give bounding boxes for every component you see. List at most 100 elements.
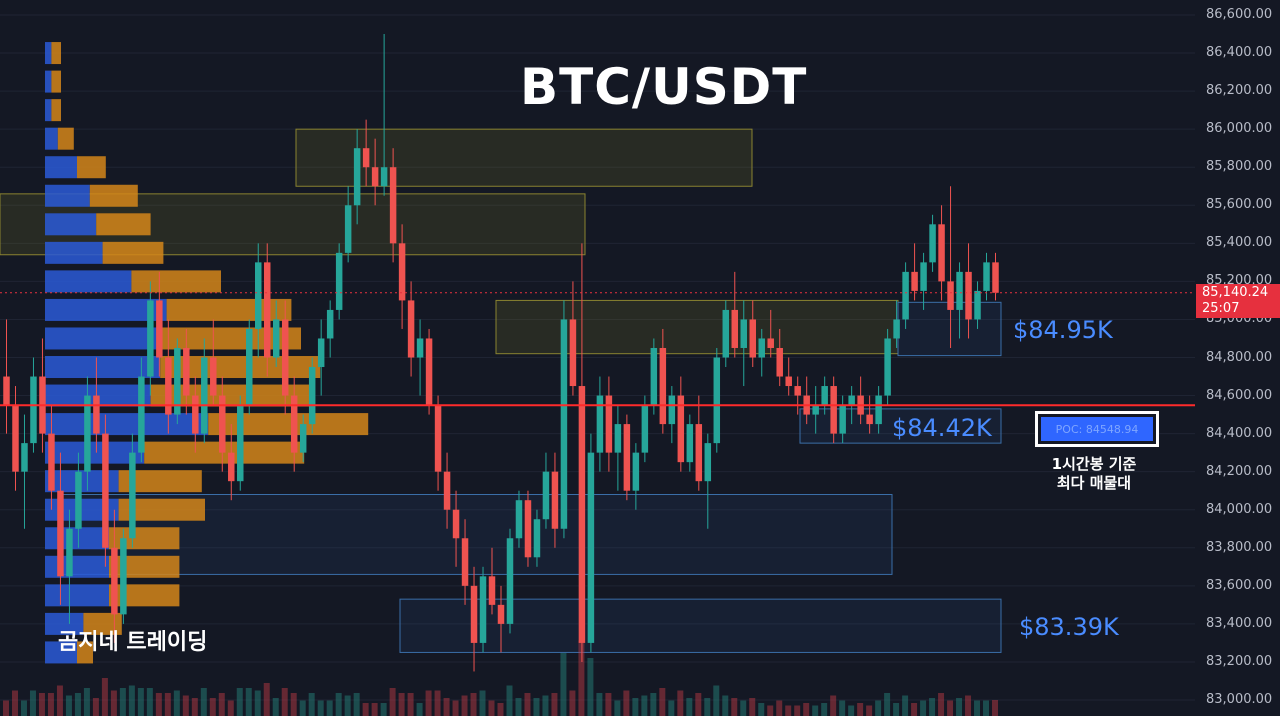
y-tick-label: 84,400.00 bbox=[1206, 425, 1273, 441]
volume-bar bbox=[245, 688, 252, 716]
candle-body bbox=[48, 433, 55, 491]
volume-profile-sell bbox=[51, 99, 61, 122]
volume-profile-buy bbox=[45, 327, 157, 350]
volume-bar bbox=[524, 693, 531, 716]
volume-profile-sell bbox=[208, 413, 369, 436]
volume-bar bbox=[362, 703, 369, 716]
volume-bar bbox=[542, 695, 549, 716]
candle-body bbox=[335, 252, 343, 310]
candle-body bbox=[416, 338, 424, 358]
volume-bar bbox=[659, 688, 666, 716]
volume-bar bbox=[776, 700, 783, 716]
volume-bar bbox=[605, 693, 612, 716]
candle-body bbox=[389, 167, 397, 244]
volume-bar bbox=[911, 703, 918, 716]
volume-profile-buy bbox=[45, 270, 132, 293]
volume-bar bbox=[929, 698, 936, 716]
volume-bar bbox=[200, 688, 207, 716]
candle-body bbox=[731, 309, 739, 348]
y-tick-label: 86,400.00 bbox=[1206, 45, 1273, 61]
volume-bar bbox=[461, 695, 468, 716]
volume-bar bbox=[11, 690, 18, 716]
volume-bar bbox=[587, 658, 594, 716]
volume-profile-sell bbox=[57, 127, 74, 150]
candle-body bbox=[758, 338, 765, 358]
volume-bar bbox=[488, 700, 495, 716]
candle-body bbox=[677, 395, 685, 463]
candle-body bbox=[875, 395, 882, 425]
volume-bar bbox=[533, 698, 540, 716]
volume-profile-sell bbox=[102, 241, 164, 264]
volume-profile-buy bbox=[45, 156, 77, 179]
brand-watermark: 곰지네 트레이딩 bbox=[58, 630, 208, 655]
candle-body bbox=[983, 262, 990, 291]
candle-body bbox=[57, 490, 64, 577]
y-tick-label: 85,800.00 bbox=[1206, 159, 1273, 175]
volume-bar bbox=[632, 698, 639, 716]
candle-body bbox=[965, 271, 972, 320]
poc-label: POC: 84548.94 bbox=[1041, 417, 1153, 441]
candle-body bbox=[569, 319, 577, 387]
volume-bar bbox=[614, 700, 621, 716]
volume-bar bbox=[182, 695, 189, 716]
candle-body bbox=[75, 471, 82, 529]
chart-title: BTC/USDT bbox=[520, 58, 808, 116]
candle-body bbox=[974, 290, 981, 320]
current-price-tag: 85,140.24 25:07 bbox=[1196, 284, 1280, 318]
candle-body bbox=[434, 405, 442, 472]
y-tick-label: 85,600.00 bbox=[1206, 197, 1273, 213]
volume-profile-buy bbox=[45, 641, 77, 664]
volume-profile-sell bbox=[150, 384, 311, 407]
volume-bar bbox=[569, 690, 576, 716]
candle-body bbox=[21, 443, 28, 472]
volume-bar bbox=[479, 690, 486, 716]
level-label: $83.39K bbox=[1019, 613, 1119, 641]
candle-body bbox=[156, 300, 163, 358]
volume-bar bbox=[686, 698, 693, 716]
volume-bar bbox=[884, 693, 891, 716]
candle-body bbox=[524, 500, 532, 558]
volume-bar bbox=[650, 693, 657, 716]
candle-body bbox=[425, 338, 433, 406]
volume-bar bbox=[290, 693, 297, 716]
candle-body bbox=[911, 271, 918, 291]
candle-body bbox=[551, 471, 559, 529]
volume-bar bbox=[956, 698, 963, 716]
volume-profile-buy bbox=[45, 213, 97, 236]
y-tick-label: 83,200.00 bbox=[1206, 653, 1273, 669]
volume-profile-sell bbox=[89, 184, 138, 207]
volume-bar bbox=[56, 685, 63, 716]
candle-body bbox=[452, 509, 460, 539]
y-tick-label: 84,000.00 bbox=[1206, 501, 1273, 517]
candle-body bbox=[893, 319, 900, 339]
candle-body bbox=[542, 471, 550, 520]
candle-body bbox=[66, 528, 73, 577]
volume-profile-buy bbox=[45, 470, 119, 493]
candle-body bbox=[632, 452, 640, 491]
volume-bar bbox=[281, 688, 288, 716]
poc-marker: POC: 84548.94 bbox=[1035, 411, 1159, 447]
volume-profile-buy bbox=[45, 298, 167, 321]
volume-profile-buy bbox=[45, 70, 52, 93]
volume-bar bbox=[47, 693, 54, 716]
volume-profile-sell bbox=[51, 42, 61, 65]
volume-profile-sell bbox=[96, 213, 151, 236]
candle-body bbox=[515, 500, 523, 539]
candle-body bbox=[407, 300, 415, 358]
volume-bar bbox=[938, 693, 945, 716]
candle-body bbox=[956, 271, 963, 310]
candle-body bbox=[659, 347, 667, 425]
candle-body bbox=[587, 452, 595, 643]
candle-body bbox=[30, 376, 37, 444]
candle-body bbox=[479, 576, 487, 643]
volume-profile-sell bbox=[51, 70, 61, 93]
candle-body bbox=[488, 576, 496, 605]
volume-bar bbox=[848, 705, 855, 716]
candle-body bbox=[147, 300, 154, 377]
volume-bar bbox=[875, 700, 882, 716]
candle-body bbox=[848, 395, 855, 406]
volume-bar bbox=[812, 705, 819, 716]
volume-bar bbox=[857, 703, 864, 716]
volume-profile-buy bbox=[45, 612, 84, 635]
